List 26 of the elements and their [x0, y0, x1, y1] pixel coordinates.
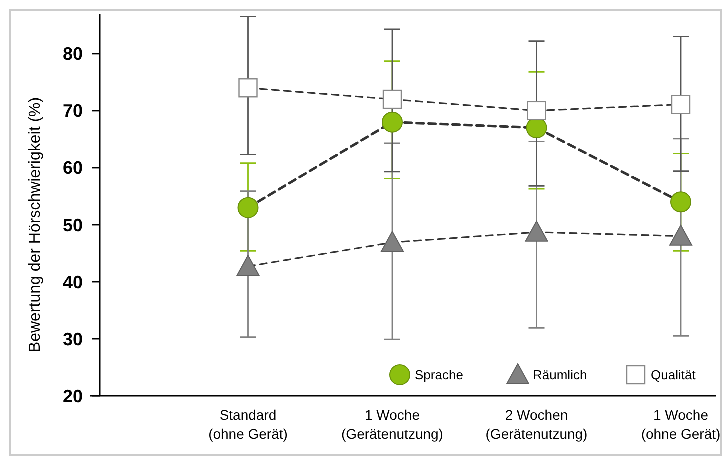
point	[382, 112, 403, 133]
y-tick-label: 60	[62, 158, 83, 178]
y-tick-label: 50	[62, 215, 83, 236]
x-tick-label: Standard (ohne Gerät)	[208, 407, 288, 442]
y-tick-label: 70	[62, 101, 83, 122]
x-tick-label: 1 Woche (Gerätenutzung)	[342, 407, 444, 442]
x-tick-label: 2 Wochen (Gerätenutzung)	[486, 407, 588, 442]
point	[238, 197, 259, 218]
point	[525, 220, 548, 242]
point	[671, 95, 691, 114]
y-tick-label: 80	[62, 44, 83, 64]
point	[381, 231, 404, 252]
y-tick-label: 30	[62, 329, 83, 350]
legend-label: Qualität	[651, 368, 696, 383]
legend-label: Räumlich	[533, 368, 588, 383]
point	[670, 192, 692, 213]
y-axis-title: Bewertung der Hörschwierigkeit (%)	[27, 97, 44, 353]
x-tick-label: 1 Woche (ohne Gerät)	[641, 407, 721, 442]
y-tick-label: 40	[62, 272, 83, 292]
point	[236, 255, 260, 276]
y-tick-label: 20	[62, 386, 83, 406]
point	[238, 78, 258, 98]
point	[382, 90, 402, 110]
point	[670, 224, 692, 246]
point	[527, 101, 546, 121]
legend-label: Sprache	[415, 368, 464, 383]
